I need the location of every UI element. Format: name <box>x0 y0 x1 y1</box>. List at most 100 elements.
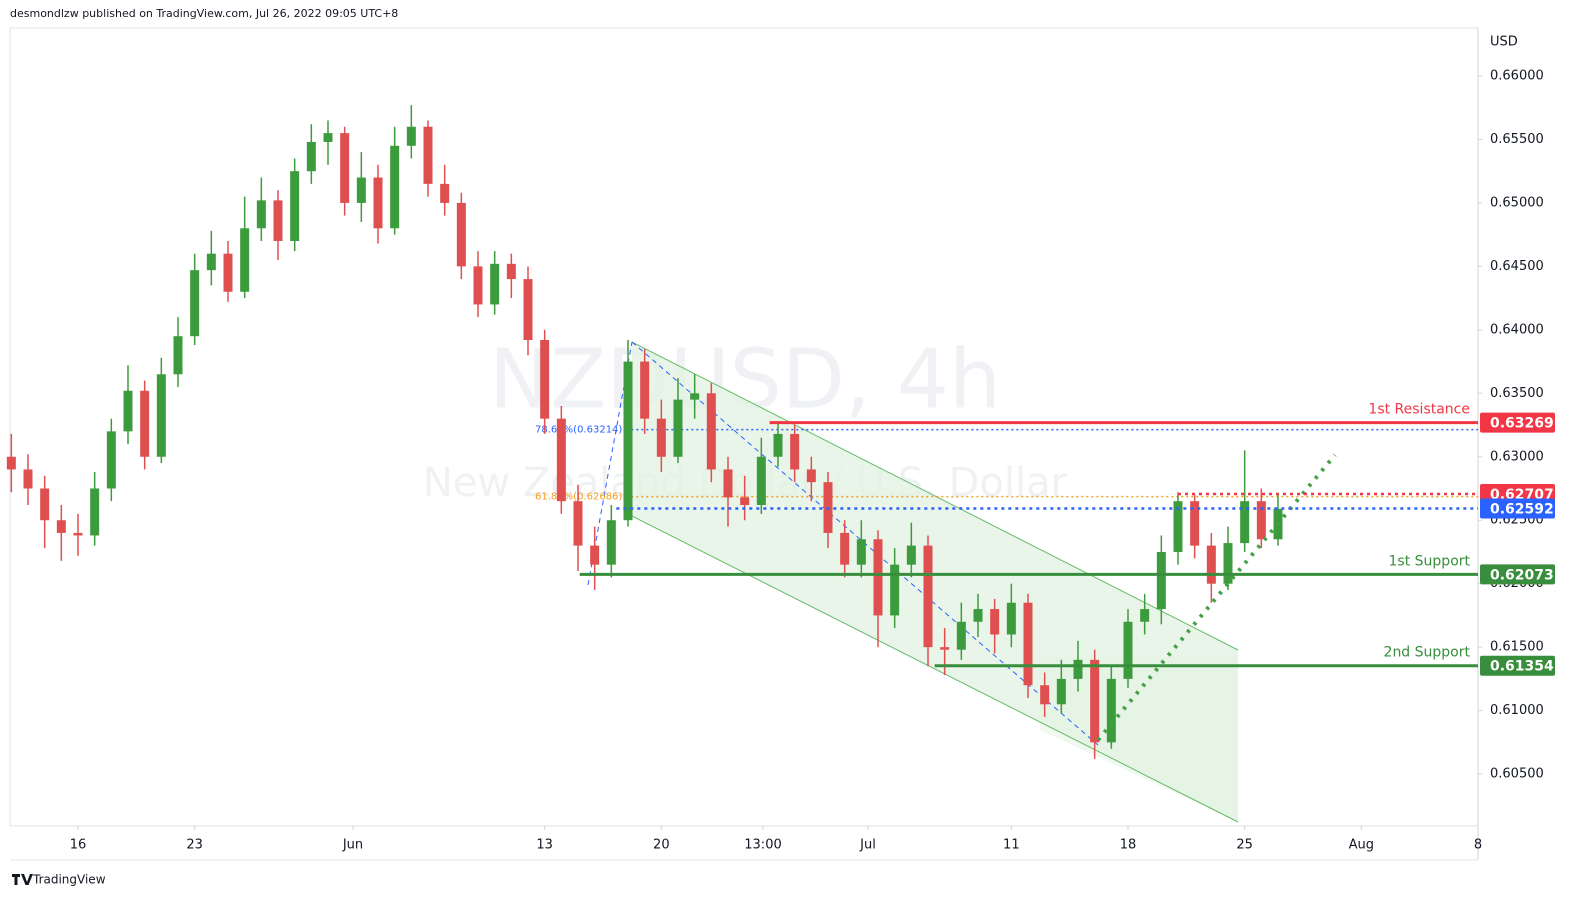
candle-body <box>390 145 400 229</box>
level-axis-box <box>1480 564 1555 585</box>
level-axis-box <box>1480 412 1555 433</box>
candle-body <box>490 263 500 305</box>
candle-body <box>540 339 550 419</box>
candle-body <box>1206 545 1216 584</box>
candle-body <box>923 545 933 648</box>
candle-body <box>1156 551 1166 610</box>
x-tick-label: Aug <box>1349 838 1374 853</box>
candle-body <box>623 361 633 521</box>
candle-body <box>873 539 883 616</box>
candle-body <box>673 399 683 457</box>
level-name: 2nd Support <box>1384 645 1471 661</box>
candle-body <box>1106 678 1116 743</box>
candle-body <box>156 374 166 457</box>
level-name: 1st Support <box>1389 553 1471 569</box>
candle-body <box>756 456 766 505</box>
candle-body <box>523 279 533 340</box>
candle-body <box>606 520 616 565</box>
candle-body <box>906 545 916 565</box>
candle-body <box>1040 685 1050 705</box>
candle-body <box>40 488 50 521</box>
candle-body <box>406 126 416 146</box>
candle-body <box>840 532 850 565</box>
y-tick-label: 0.63000 <box>1490 449 1544 464</box>
level-axis-label: 0.63269 <box>1490 416 1554 432</box>
candle-body <box>423 126 433 184</box>
x-tick-label: 20 <box>653 838 670 853</box>
candle-body <box>1090 659 1100 743</box>
candle-body <box>356 177 366 203</box>
candle-body <box>590 545 600 565</box>
x-tick-label: 18 <box>1120 838 1137 853</box>
x-tick-label: 11 <box>1003 838 1020 853</box>
candle-body <box>73 532 83 536</box>
candle-body <box>140 390 150 457</box>
candle-body <box>690 393 700 400</box>
level-axis-label: 0.62073 <box>1490 567 1554 583</box>
candle-body <box>23 469 33 489</box>
level-axis-label: 0.62592 <box>1490 502 1554 518</box>
candle-body <box>256 200 266 229</box>
candle-body <box>1123 621 1133 679</box>
y-tick-label: 0.60500 <box>1490 767 1544 782</box>
channel-upper <box>631 341 1239 651</box>
candle-body <box>556 418 566 502</box>
header: desmondlzw published on TradingView.com,… <box>10 7 398 20</box>
candle-body <box>940 647 950 650</box>
candle-body <box>1223 543 1233 584</box>
candle-body <box>856 539 866 565</box>
candle-body <box>323 133 333 142</box>
candle-body <box>656 418 666 457</box>
y-tick-label: 0.65000 <box>1490 195 1544 210</box>
candle-body <box>290 171 300 241</box>
candle-body <box>973 609 983 622</box>
y-tick-label: 0.64000 <box>1490 322 1544 337</box>
x-tick-label: 13:00 <box>744 838 781 853</box>
channel-lower <box>631 515 1239 823</box>
candle-body <box>373 177 383 229</box>
fib-label: 78.60%(0.63214) <box>535 425 622 436</box>
y-tick-label: 0.66000 <box>1490 68 1544 83</box>
candle-body <box>1190 501 1200 546</box>
y-tick-label: 0.61000 <box>1490 703 1544 718</box>
candle-body <box>123 390 133 432</box>
level-axis-label: 0.61354 <box>1490 659 1554 675</box>
candle-body <box>1073 659 1083 679</box>
candle-body <box>1023 602 1033 686</box>
y-tick-label: 0.64500 <box>1490 259 1544 274</box>
candle-body <box>223 253 233 292</box>
candle-body <box>706 393 716 470</box>
level-name: 1st Resistance <box>1368 402 1470 418</box>
candle-body <box>1056 678 1066 705</box>
candle-body <box>90 488 100 536</box>
candle-body <box>1140 609 1150 622</box>
candle-body <box>240 228 250 292</box>
x-tick-label: 23 <box>186 838 203 853</box>
candle-body <box>273 200 283 241</box>
candle-body <box>1240 501 1250 544</box>
candle-body <box>440 183 450 203</box>
level-axis-box <box>1480 498 1555 519</box>
candle-body <box>640 361 650 419</box>
candle-body <box>790 433 800 470</box>
trendline <box>1096 453 1337 742</box>
logo <box>12 874 33 885</box>
currency: USD <box>1490 35 1518 50</box>
y-tick-label: 0.65500 <box>1490 132 1544 147</box>
x-tick-label: 13 <box>536 838 553 853</box>
candle-body <box>740 497 750 505</box>
candle-body <box>723 469 733 498</box>
y-tick-label: 0.61500 <box>1490 640 1544 655</box>
candle-body <box>6 456 16 470</box>
candle-body <box>990 609 1000 635</box>
x-tick-label: Jul <box>859 838 876 853</box>
channel-extension <box>1040 657 1238 822</box>
candle-body <box>773 433 783 457</box>
candle-body <box>573 501 583 546</box>
footer: TradingView <box>32 873 106 887</box>
candle-body <box>1256 501 1266 540</box>
candle-body <box>1173 501 1183 552</box>
candle-body <box>56 520 66 533</box>
level-axis-box <box>1480 655 1555 676</box>
